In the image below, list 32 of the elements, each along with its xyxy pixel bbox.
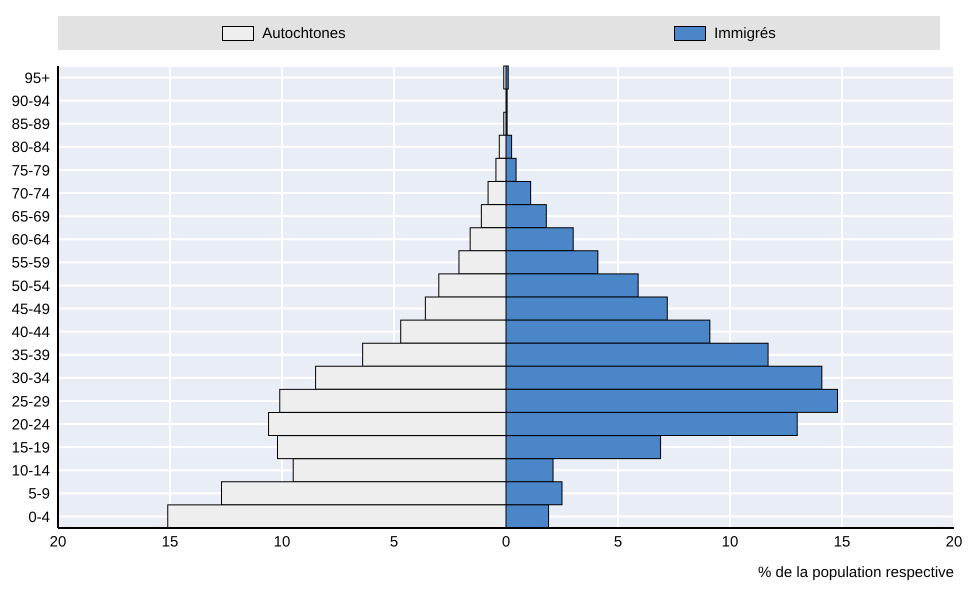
y-tick-label: 55-59 [12,254,50,272]
x-tick-label: 10 [722,534,738,551]
y-tick-label: 70-74 [12,185,50,202]
y-tick-label: 35-39 [12,347,50,364]
x-tick-label: 0 [502,534,510,551]
x-tick-label: 5 [390,534,398,551]
legend-label: Autochtones [261,24,346,42]
x-tick-label: 15 [162,534,178,551]
y-tick-label: 85-89 [12,116,50,134]
x-tick-label: 10 [274,534,290,551]
x-tick-label: 5 [614,534,622,551]
y-tick-label: 20-24 [12,416,50,434]
y-tick-label: 5-9 [28,486,50,503]
y-tick-label: 0-4 [28,508,50,526]
y-tick-label: 90-94 [12,92,50,110]
y-tick-label: 25-29 [12,393,50,410]
legend-label: Immigrés [713,24,776,42]
x-tick-label: 20 [50,534,66,551]
y-tick-label: 80-84 [12,139,50,156]
y-tick-label: 95+ [24,70,50,87]
y-tick-label: 60-64 [12,232,50,249]
y-tick-label: 45-49 [12,300,50,318]
y-tick-label: 15-19 [12,439,50,456]
y-tick-label: 10-14 [12,462,50,480]
y-tick-label: 30-34 [12,370,50,388]
x-tick-label: 15 [834,534,850,551]
y-tick-label: 75-79 [12,162,50,180]
x-axis-title: % de la population respective [758,564,954,581]
y-tick-label: 40-44 [12,324,50,341]
y-tick-label: 50-54 [12,278,50,295]
x-tick-label: 20 [946,534,962,551]
y-tick-label: 65-69 [12,208,50,226]
